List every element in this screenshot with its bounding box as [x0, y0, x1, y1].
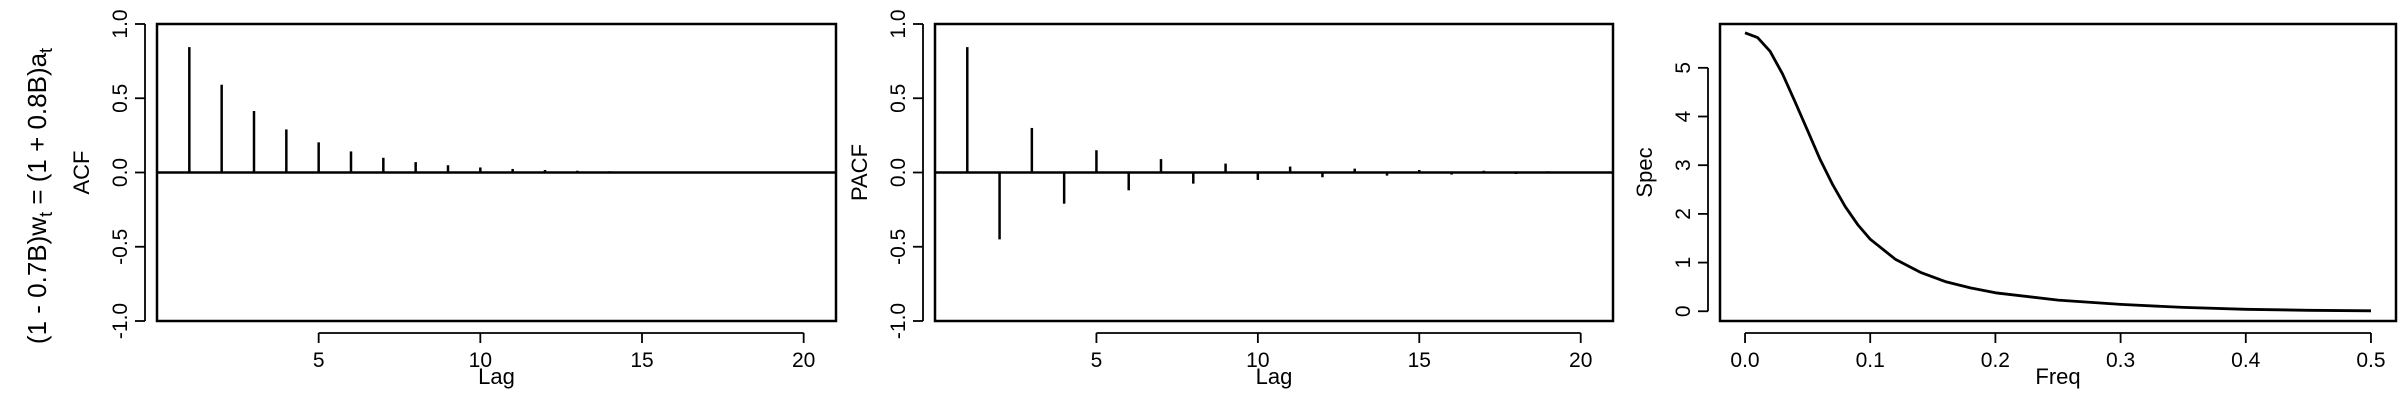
- spec-x-tick-label: 0.4: [2231, 349, 2261, 372]
- pacf-x-tick-label: 10: [1246, 349, 1269, 372]
- spec-y-tick-label: 1: [1672, 257, 1695, 269]
- spec-x-tick-label: 0.5: [2356, 349, 2385, 372]
- spec-x-tick-label: 0.2: [1981, 349, 2010, 372]
- acf-y-tick-label: -0.5: [109, 229, 132, 265]
- pacf-y-tick-label: 0.0: [887, 158, 910, 187]
- pacf-panel: -1.0 -0.5 0.0 0.5 1.0 5 10 15 20 Lag PACF: [847, 9, 1615, 389]
- spec-y-tick-label: 4: [1672, 110, 1695, 122]
- pacf-x-tick-label: 20: [1569, 349, 1592, 372]
- spec-x-tick-label: 0.0: [1730, 349, 1759, 372]
- pacf-y-tick-label: -0.5: [887, 229, 910, 265]
- spec-x-tick-label: 0.3: [2106, 349, 2135, 372]
- pacf-y-tick-label: 0.5: [887, 84, 910, 113]
- spec-y-tick-label: 3: [1672, 159, 1695, 171]
- acf-y-tick-label: 0.5: [109, 84, 132, 113]
- spec-x-axis-title: Freq: [2035, 364, 2080, 389]
- acf-x-tick-label: 5: [313, 349, 325, 372]
- acf-y-axis-title: ACF: [69, 151, 94, 195]
- row-label-middle: = (1 + 0.8B)a: [22, 52, 52, 212]
- acf-y-tick-label: 1.0: [109, 9, 132, 38]
- row-label-subscript-1: t: [36, 212, 56, 217]
- spec-y-tick-label: 5: [1672, 62, 1695, 74]
- row-label-subscript-2: t: [36, 48, 56, 53]
- spec-y-axis-title: Spec: [1632, 147, 1657, 197]
- row-label-prefix: (1 - 0.7B)w: [22, 217, 52, 344]
- spec-y-tick-label: 2: [1672, 208, 1695, 220]
- acf-x-tick-label: 15: [630, 349, 653, 372]
- spec-plot-frame: [1718, 22, 2398, 323]
- spec-y-tick-label: 0: [1672, 305, 1695, 317]
- pacf-x-tick-label: 15: [1408, 349, 1431, 372]
- acf-y-tick-label: -1.0: [109, 303, 132, 339]
- model-row-label: (1 - 0.7B)wt = (1 + 0.8B)at: [22, 48, 56, 344]
- pacf-x-tick-label: 5: [1091, 349, 1103, 372]
- pacf-y-tick-label: -1.0: [887, 303, 910, 339]
- spec-x-tick-label: 0.1: [1856, 349, 1885, 372]
- pacf-x-axis-title: Lag: [1256, 364, 1293, 389]
- spectrum-panel: 0 1 2 3 4 5 0.0 0.1 0.2 0.3 0.4 0.5 Freq Spec: [1632, 22, 2398, 389]
- acf-x-tick-label: 10: [469, 349, 492, 372]
- acf-x-axis-title: Lag: [478, 364, 515, 389]
- acf-y-tick-label: 0.0: [109, 158, 132, 187]
- pacf-y-tick-label: 1.0: [887, 9, 910, 38]
- pacf-y-axis-title: PACF: [847, 144, 872, 201]
- spec-spectrum-line: [1744, 31, 2372, 313]
- acf-x-tick-label: 20: [792, 349, 815, 372]
- acf-panel: -1.0 -0.5 0.0 0.5 1.0 5 10 15 20 Lag ACF: [69, 9, 838, 389]
